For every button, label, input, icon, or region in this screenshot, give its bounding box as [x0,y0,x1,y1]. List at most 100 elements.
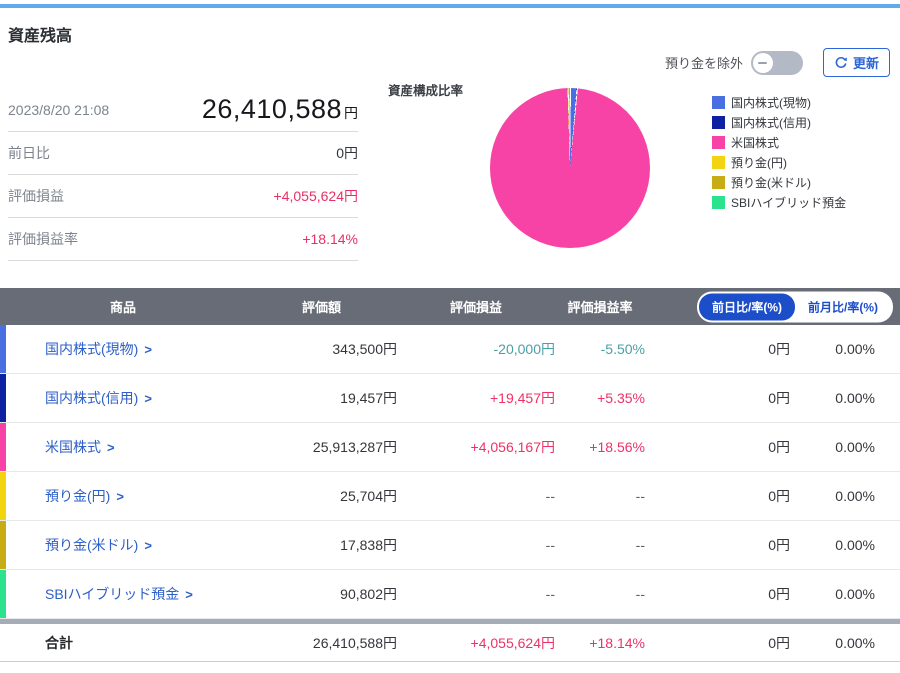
timestamp: 2023/8/20 21:08 [8,101,110,118]
pl-rate-cell: -- [635,537,645,553]
value-cell: 90,802円 [340,586,397,602]
legend-label: 国内株式(信用) [731,116,811,130]
period-toggle-month[interactable]: 前月比/率(%) [795,293,891,320]
legend-item: 預り金(米ドル) [712,174,846,191]
summary-panel: 2023/8/20 21:08 26,410,588 円 前日比 0円評価損益 +4,… [8,88,358,261]
legend-item: 米国株式 [712,134,846,151]
chevron-right-icon: > [185,587,193,602]
summary-row-value: +4,055,624円 [273,188,358,204]
day-change-rate-cell: 0.00% [835,390,875,406]
day-change-cell: 0円 [768,341,790,357]
minus-icon [758,61,768,64]
table-row: 米国株式 > 25,913,287円 +4,056,167円 +18.56% 0円 0.00… [0,423,900,472]
table-total-row: 合計 26,410,588円 +4,055,624円 +18.14% 0円 0.… [0,624,900,662]
pl-rate-cell: -- [635,586,645,602]
total-pl-rate-cell: +18.14% [589,634,645,651]
chevron-right-icon: > [107,440,115,455]
exclude-deposit-toggle[interactable] [750,50,803,75]
period-toggle-group: 前日比/率(%) 前月比/率(%) [697,291,893,322]
chevron-right-icon: > [116,489,124,504]
summary-row-label: 評価損益 [8,188,64,204]
product-link[interactable]: 国内株式(現物) > [45,341,152,357]
legend-item: 預り金(円) [712,154,846,171]
day-change-rate-cell: 0.00% [835,341,875,357]
table-row: 預り金(米ドル) > 17,838円 -- -- 0円 0.00% [0,521,900,570]
top-accent-line [0,4,900,8]
asset-table: 商品 評価額 評価損益 評価損益率 前日比/率(%) 前月比/率(%) 国内株式… [0,288,900,662]
summary-row-label: 評価損益率 [8,231,78,247]
table-header: 商品 評価額 評価損益 評価損益率 前日比/率(%) 前月比/率(%) [0,288,900,325]
row-category-stripe [0,570,6,618]
summary-row: 評価損益率 +18.14% [8,218,358,261]
header-controls: 預り金を除外 更新 [665,48,890,77]
day-change-cell: 0円 [768,439,790,455]
legend-swatch [712,156,725,169]
value-cell: 343,500円 [332,341,397,357]
day-change-rate-cell: 0.00% [835,488,875,504]
day-change-cell: 0円 [768,537,790,553]
legend-swatch [712,176,725,189]
legend-label: 国内株式(現物) [731,96,811,110]
table-row: 国内株式(信用) > 19,457円 +19,457円 +5.35% 0円 0.00% [0,374,900,423]
pl-cell: +19,457円 [490,390,555,406]
exclude-deposit-toggle-label: 預り金を除外 [664,56,743,71]
pl-rate-cell: -- [635,488,645,504]
day-change-rate-cell: 0.00% [835,586,875,602]
legend-swatch [712,96,725,109]
day-change-cell: 0円 [768,488,790,504]
chart-legend: 国内株式(現物) 国内株式(信用) 米国株式預り金(円) 預り金(米ドル) SBIハイブ… [712,94,846,214]
table-row: SBIハイブリッド預金 > 90,802円 -- -- 0円 0.00% [0,570,900,619]
table-row: 預り金(円) > 25,704円 -- -- 0円 0.00% [0,472,900,521]
legend-label: SBIハイブリッド預金 [731,196,847,210]
product-link[interactable]: 国内株式(信用) > [45,390,152,406]
summary-row-label: 前日比 [8,145,50,161]
pl-cell: -20,000円 [493,341,555,357]
legend-item: 国内株式(信用) [712,114,846,131]
legend-label: 米国株式 [731,136,780,150]
period-toggle-day[interactable]: 前日比/率(%) [699,293,795,320]
refresh-icon [834,56,848,70]
legend-swatch [712,196,725,209]
pl-rate-cell: +18.56% [589,439,645,455]
legend-label: 預り金(円) [731,156,787,170]
asset-composition-pie-chart [490,88,650,248]
chevron-right-icon: > [144,538,152,553]
col-header-product: 商品 [109,300,136,315]
legend-swatch [712,136,725,149]
value-cell: 19,457円 [340,390,397,406]
legend-item: SBIハイブリッド預金 [712,194,846,211]
legend-label: 預り金(米ドル) [731,176,811,190]
summary-row-value: 0円 [336,145,358,161]
total-asset-value: 26,410,588 円 [201,94,358,124]
product-link[interactable]: SBIハイブリッド預金 > [45,586,193,602]
value-cell: 25,913,287円 [312,439,397,455]
summary-row: 評価損益 +4,055,624円 [8,175,358,218]
refresh-button[interactable]: 更新 [822,48,890,77]
chart-title: 資産構成比率 [388,84,464,98]
chevron-right-icon: > [144,342,152,357]
product-link[interactable]: 預り金(円) > [45,488,124,504]
col-header-value: 評価額 [301,300,341,315]
total-day-rate-cell: 0.00% [835,634,875,651]
chevron-right-icon: > [144,391,152,406]
row-category-stripe [0,374,6,422]
pl-cell: -- [545,488,555,504]
pl-cell: -- [545,586,555,602]
row-category-stripe [0,472,6,520]
day-change-cell: 0円 [768,586,790,602]
toggle-knob [752,52,773,73]
total-separator-bar [0,619,900,624]
product-link[interactable]: 米国株式 > [45,439,115,455]
summary-row: 前日比 0円 [8,132,358,175]
pl-cell: -- [545,537,555,553]
legend-swatch [712,116,725,129]
day-change-rate-cell: 0.00% [835,439,875,455]
total-pl-cell: +4,055,624円 [470,634,555,651]
total-value-cell: 26,410,588円 [312,634,397,651]
day-change-rate-cell: 0.00% [835,537,875,553]
col-header-pl-rate: 評価損益率 [567,300,633,315]
total-day-cell: 0円 [768,634,790,651]
product-link[interactable]: 預り金(米ドル) > [45,537,152,553]
table-row: 国内株式(現物) > 343,500円 -20,000円 -5.50% 0円 0.00% [0,325,900,374]
